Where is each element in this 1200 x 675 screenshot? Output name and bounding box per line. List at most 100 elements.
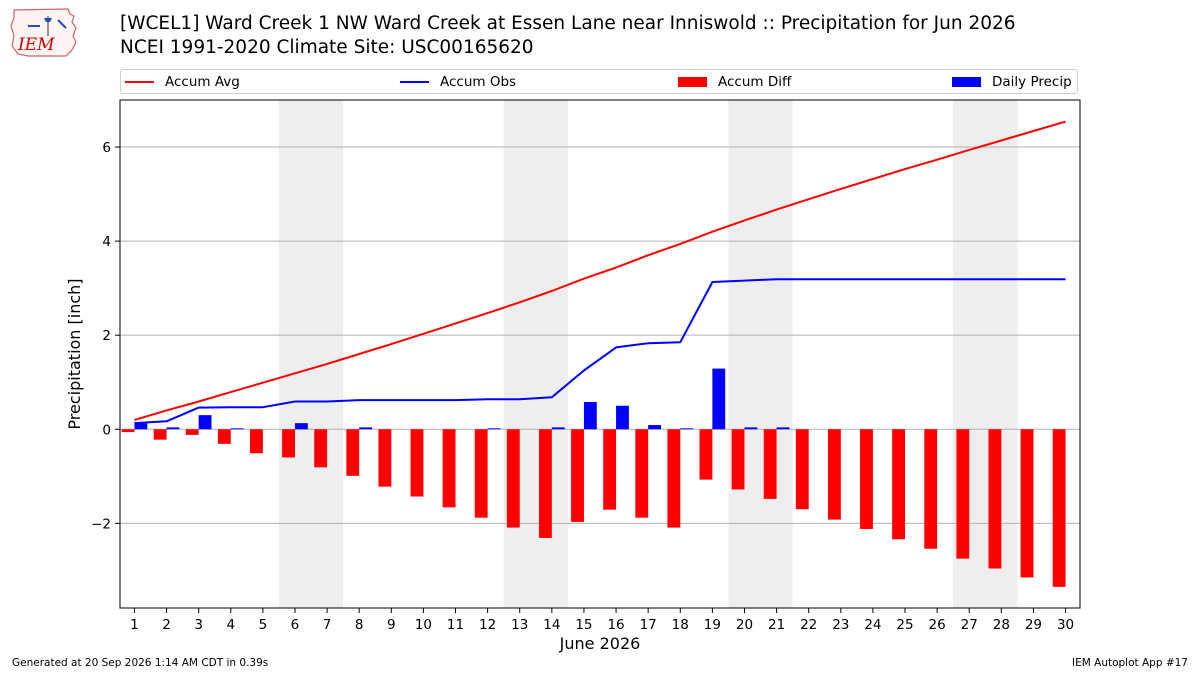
bar-daily-precip-20 <box>744 427 758 430</box>
legend-label-accum-obs: Accum Obs <box>440 73 517 90</box>
x-tick-label-15: 15 <box>575 617 592 633</box>
chart-title: [WCEL1] Ward Creek 1 NW Ward Creek at Es… <box>120 12 1016 60</box>
x-tick-label-12: 12 <box>479 617 496 633</box>
x-tick-label-28: 28 <box>993 617 1010 633</box>
bar-accum-diff-28 <box>988 429 1002 569</box>
x-tick-label-1: 1 <box>130 617 139 633</box>
x-tick-label-19: 19 <box>704 617 721 633</box>
bar-accum-diff-21 <box>763 429 777 499</box>
y-tick-label-6: 6 <box>102 140 111 156</box>
x-tick-label-21: 21 <box>768 617 785 633</box>
weekend-shading-2 <box>503 100 568 608</box>
bar-daily-precip-3 <box>198 415 212 430</box>
bar-daily-precip-17 <box>648 425 662 430</box>
x-tick-label-2: 2 <box>162 617 171 633</box>
bar-accum-diff-3 <box>185 429 199 435</box>
bar-accum-diff-19 <box>699 429 713 480</box>
bar-daily-precip-18 <box>680 428 694 430</box>
bar-daily-precip-15 <box>583 401 597 430</box>
bar-accum-diff-22 <box>795 429 809 510</box>
bar-accum-diff-17 <box>635 429 649 518</box>
x-tick-label-20: 20 <box>736 617 753 633</box>
bar-accum-diff-18 <box>667 429 681 528</box>
legend-label-daily-precip: Daily Precip <box>992 73 1072 90</box>
bar-accum-diff-10 <box>410 429 424 497</box>
x-tick-label-5: 5 <box>259 617 268 633</box>
bar-accum-diff-13 <box>506 429 520 528</box>
x-tick-label-9: 9 <box>387 617 396 633</box>
bar-daily-precip-2 <box>166 427 180 430</box>
bar-accum-diff-7 <box>314 429 328 468</box>
bar-accum-diff-29 <box>1020 429 1034 578</box>
bar-accum-diff-23 <box>827 429 841 520</box>
y-tick-label-2: 2 <box>102 328 111 344</box>
legend-swatch-accum-obs <box>400 80 429 83</box>
bar-daily-precip-16 <box>616 405 629 430</box>
bar-accum-diff-6 <box>282 429 295 458</box>
x-tick-label-4: 4 <box>226 617 235 633</box>
x-tick-label-13: 13 <box>511 617 528 633</box>
bar-accum-diff-9 <box>378 429 392 487</box>
x-tick-label-29: 29 <box>1025 617 1042 633</box>
bar-accum-diff-4 <box>217 429 231 444</box>
legend-item-accum-diff: Accum Diff <box>678 70 791 93</box>
plot-frame <box>119 99 1081 609</box>
y-tick-label-4: 4 <box>102 234 111 250</box>
legend-swatch-daily-precip <box>952 76 981 87</box>
x-tick-label-30: 30 <box>1057 617 1074 633</box>
legend-swatch-accum-diff <box>678 76 707 87</box>
x-axis-label: June 2026 <box>559 634 641 653</box>
bar-accum-diff-2 <box>153 429 167 440</box>
bar-daily-precip-21 <box>776 427 790 430</box>
bar-accum-diff-14 <box>538 429 552 538</box>
bar-daily-precip-12 <box>487 428 501 430</box>
weekend-shading-1 <box>278 100 344 608</box>
bar-accum-diff-30 <box>1052 429 1066 587</box>
x-tick-label-14: 14 <box>543 617 560 633</box>
bar-accum-diff-12 <box>474 429 488 518</box>
bar-daily-precip-19 <box>712 368 726 430</box>
legend-swatch-accum-avg <box>125 80 154 83</box>
bar-accum-diff-20 <box>731 429 745 490</box>
x-tick-label-18: 18 <box>672 617 689 633</box>
bar-accum-diff-15 <box>571 429 584 522</box>
x-tick-label-6: 6 <box>291 617 300 633</box>
line-accum-avg <box>134 120 1066 421</box>
x-tick-label-25: 25 <box>896 617 913 633</box>
title-line-2: NCEI 1991-2020 Climate Site: USC00165620 <box>120 37 534 58</box>
legend-item-accum-avg: Accum Avg <box>125 70 240 93</box>
x-tick-label-17: 17 <box>640 617 657 633</box>
y-axis-label: Precipitation [inch] <box>65 278 84 429</box>
x-tick-label-27: 27 <box>961 617 978 633</box>
bar-daily-precip-14 <box>551 427 565 430</box>
x-tick-label-8: 8 <box>355 617 364 633</box>
x-tick-label-24: 24 <box>864 617 881 633</box>
generated-timestamp: Generated at 20 Sep 2026 1:14 AM CDT in … <box>12 657 269 669</box>
x-tick-label-10: 10 <box>415 617 432 633</box>
legend-item-daily-precip: Daily Precip <box>952 70 1072 93</box>
bar-accum-diff-11 <box>442 429 456 508</box>
app-credit: IEM Autoplot App #17 <box>1072 657 1188 669</box>
bar-accum-diff-16 <box>603 429 617 510</box>
line-accum-obs <box>134 278 1066 425</box>
bar-daily-precip-1 <box>134 423 148 430</box>
legend-label-accum-diff: Accum Diff <box>718 73 792 90</box>
bar-accum-diff-5 <box>250 429 263 454</box>
title-line-1: [WCEL1] Ward Creek 1 NW Ward Creek at Es… <box>120 13 1016 34</box>
bar-daily-precip-8 <box>359 427 373 430</box>
bar-accum-diff-8 <box>346 429 360 476</box>
x-tick-label-7: 7 <box>323 617 332 633</box>
iem-logo: IEM <box>10 8 77 57</box>
bar-accum-diff-1 <box>121 429 135 433</box>
chart-legend: Accum Avg Accum Obs Accum Diff Daily Pre… <box>120 69 1078 94</box>
bar-daily-precip-4 <box>230 428 244 430</box>
x-tick-label-22: 22 <box>800 617 817 633</box>
legend-label-accum-avg: Accum Avg <box>165 73 240 90</box>
bar-accum-diff-27 <box>956 429 970 559</box>
x-tick-label-11: 11 <box>447 617 464 633</box>
y-tick-label-0: 0 <box>102 422 111 438</box>
legend-item-accum-obs: Accum Obs <box>400 70 516 93</box>
x-tick-label-16: 16 <box>607 617 624 633</box>
x-tick-label-23: 23 <box>832 617 849 633</box>
